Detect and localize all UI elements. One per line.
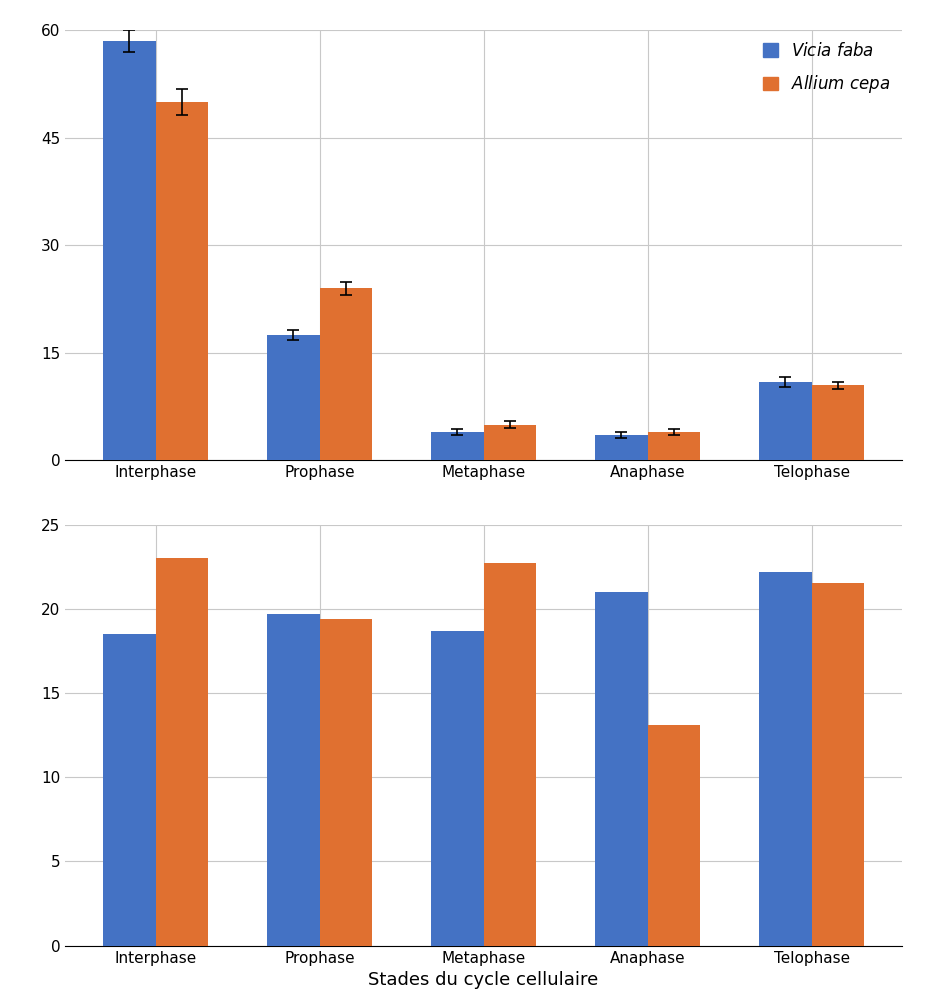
Bar [595,436,647,461]
Bar [320,289,372,461]
Legend: $\it{Vicia\ faba}$, $\it{Allium\ cepa}$: $\it{Vicia\ faba}$, $\it{Allium\ cepa}$ [756,35,897,102]
Bar [103,634,155,946]
Bar [647,725,700,946]
Bar [759,381,812,461]
Bar [320,619,372,946]
Bar [484,425,536,461]
Bar [484,563,536,946]
Bar [759,571,812,946]
Bar [812,385,864,461]
Bar [267,614,320,946]
Bar [812,583,864,946]
Bar [155,102,208,461]
Bar [267,335,320,461]
Bar [432,432,484,461]
Bar [103,41,155,461]
Bar [595,592,647,946]
X-axis label: Stades du cycle cellulaire: Stades du cycle cellulaire [368,971,599,989]
Bar [647,432,700,461]
Bar [155,558,208,946]
Bar [432,631,484,946]
